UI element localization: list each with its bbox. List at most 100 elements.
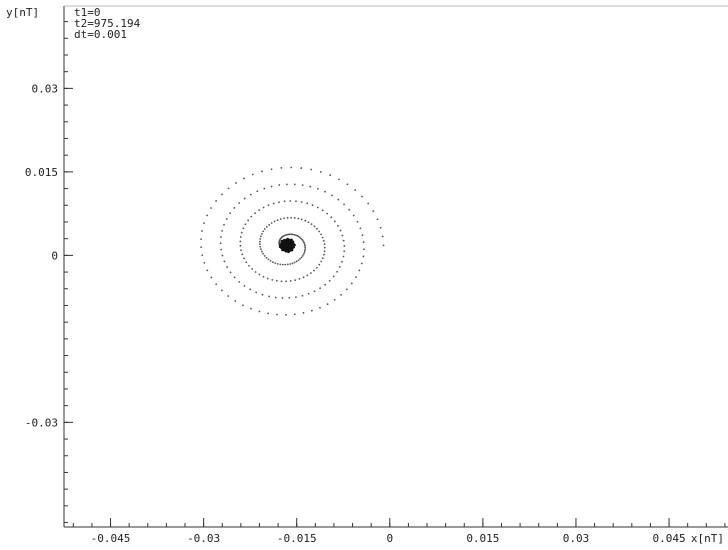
cluster-point bbox=[284, 249, 288, 253]
data-point bbox=[293, 261, 296, 264]
data-point bbox=[345, 288, 348, 291]
data-point bbox=[258, 240, 261, 243]
data-point bbox=[268, 295, 270, 298]
data-point bbox=[221, 254, 224, 257]
data-point bbox=[323, 246, 326, 249]
data-point bbox=[201, 230, 203, 232]
data-point bbox=[343, 250, 346, 253]
data-point bbox=[304, 246, 307, 249]
data-point bbox=[342, 239, 345, 242]
minor-ticks bbox=[64, 21, 726, 527]
data-point bbox=[318, 230, 321, 233]
data-point bbox=[381, 235, 384, 238]
data-point bbox=[326, 303, 329, 305]
data-point bbox=[359, 227, 362, 230]
data-point bbox=[275, 279, 278, 282]
data-point bbox=[267, 204, 270, 207]
cluster-point bbox=[281, 248, 284, 252]
data-point bbox=[295, 296, 297, 299]
data-point bbox=[334, 220, 336, 223]
data-point bbox=[302, 311, 305, 314]
data-point bbox=[303, 251, 306, 254]
cluster-point bbox=[290, 248, 294, 252]
data-point bbox=[219, 242, 222, 245]
data-point bbox=[337, 198, 340, 201]
data-point bbox=[234, 300, 237, 302]
data-point bbox=[299, 236, 301, 239]
data-point bbox=[206, 269, 209, 272]
data-point bbox=[280, 167, 283, 169]
data-point bbox=[243, 197, 246, 200]
data-point bbox=[201, 254, 204, 256]
data-point bbox=[328, 279, 331, 282]
data-point bbox=[265, 225, 268, 228]
data-point bbox=[215, 283, 218, 286]
data-point bbox=[285, 313, 287, 316]
data-point bbox=[289, 200, 292, 202]
data-point bbox=[301, 254, 304, 257]
data-point bbox=[348, 208, 351, 211]
data-point bbox=[223, 223, 225, 226]
plot-axes bbox=[63, 5, 728, 528]
data-point bbox=[290, 216, 293, 219]
data-point bbox=[301, 238, 304, 241]
data-point bbox=[332, 275, 335, 278]
data-point bbox=[245, 261, 248, 264]
data-point bbox=[262, 252, 265, 255]
data-point bbox=[281, 297, 284, 299]
cluster-point bbox=[279, 243, 282, 246]
data-point bbox=[293, 183, 296, 186]
data-point bbox=[310, 223, 313, 226]
data-point bbox=[329, 174, 332, 177]
data-point bbox=[354, 189, 357, 191]
data-point bbox=[315, 266, 318, 269]
tick-labels: -0.045 -0.03 -0.015 0 0.015 0.03 0.045 0.03 0.01… bbox=[25, 82, 686, 545]
data-point bbox=[262, 206, 265, 209]
cluster-point bbox=[290, 238, 293, 242]
data-point bbox=[293, 313, 296, 316]
data-point bbox=[306, 202, 309, 205]
data-point bbox=[321, 236, 324, 239]
data-point bbox=[304, 244, 306, 247]
x-axis-label: x[nT] bbox=[691, 532, 724, 545]
data-point bbox=[324, 283, 327, 286]
y-tick-label: 0 bbox=[51, 249, 58, 262]
data-point bbox=[309, 272, 312, 275]
data-point bbox=[291, 233, 294, 236]
data-point bbox=[300, 237, 303, 240]
x-tick-label: -0.03 bbox=[187, 532, 220, 545]
data-point bbox=[294, 279, 297, 282]
data-point bbox=[350, 282, 353, 285]
data-point bbox=[296, 234, 299, 237]
data-point bbox=[338, 178, 340, 181]
data-point bbox=[239, 244, 242, 247]
data-point bbox=[293, 233, 296, 236]
data-point bbox=[278, 201, 280, 204]
data-point bbox=[206, 214, 209, 217]
data-point bbox=[270, 222, 273, 224]
x-tick-label: -0.015 bbox=[277, 532, 317, 545]
data-point bbox=[254, 212, 256, 215]
data-point bbox=[324, 190, 326, 193]
data-point bbox=[261, 250, 263, 253]
data-point bbox=[333, 298, 336, 301]
data-point bbox=[220, 289, 223, 292]
data-point bbox=[319, 287, 321, 290]
data-point bbox=[293, 217, 296, 219]
data-point bbox=[356, 220, 359, 223]
data-point bbox=[247, 219, 250, 222]
data-point bbox=[265, 256, 268, 259]
data-point bbox=[303, 249, 306, 252]
data-point bbox=[268, 223, 271, 226]
data-point bbox=[240, 249, 242, 252]
data-point bbox=[358, 269, 361, 272]
data-point bbox=[367, 202, 370, 205]
y-tick-label: 0.015 bbox=[25, 166, 58, 179]
data-point bbox=[243, 257, 245, 260]
data-point bbox=[337, 224, 339, 227]
data-point bbox=[322, 239, 325, 242]
y-axis-label: y[nT] bbox=[6, 6, 39, 19]
data-point bbox=[316, 206, 319, 209]
data-point bbox=[242, 227, 245, 230]
data-point bbox=[352, 214, 355, 217]
